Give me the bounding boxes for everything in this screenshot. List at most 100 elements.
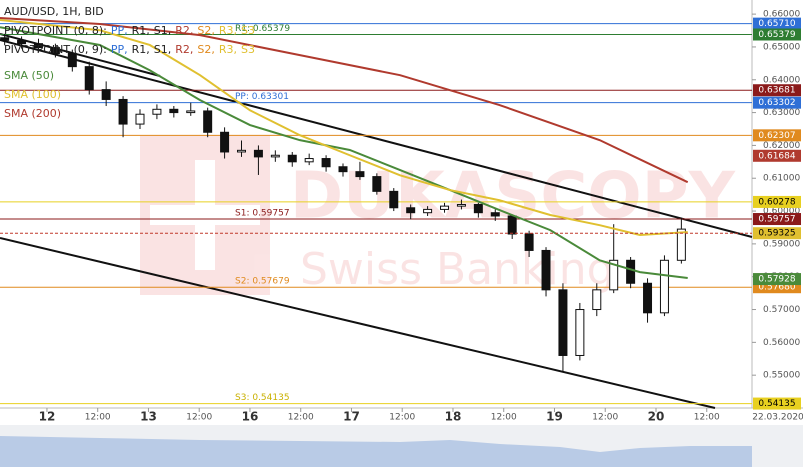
candle-body <box>541 249 551 291</box>
legend-item: R3, <box>219 43 237 56</box>
level-tag-label: 0.54135 <box>758 399 795 409</box>
level-tag <box>753 397 801 410</box>
trend-line <box>0 237 716 409</box>
last-price-tag <box>753 227 801 240</box>
candle-body <box>507 215 517 235</box>
legend-name: PIVOTPOINT (0, 8): <box>4 24 107 37</box>
x-tick-label: 12:00 <box>389 413 415 423</box>
candle-body <box>423 208 433 214</box>
x-tick-label: 19 <box>546 410 563 424</box>
price-tag <box>753 149 801 162</box>
y-tick-label: 0.56000 <box>763 338 800 348</box>
y-tick-label: 0.59000 <box>763 239 800 249</box>
candle-body <box>558 289 568 356</box>
legend-entry: SMA (200) <box>4 107 61 120</box>
x-tick-label: 18 <box>445 410 462 424</box>
legend-entry: SMA (50) <box>4 69 54 82</box>
candle-body <box>321 158 331 168</box>
price-tag-label: 0.61684 <box>758 151 795 161</box>
candle-body <box>626 259 636 284</box>
y-tick-label: 0.61000 <box>763 174 800 184</box>
candle-body <box>152 108 162 115</box>
level-tag-label: 0.62307 <box>758 131 795 141</box>
candle-body <box>84 66 94 91</box>
candle-body <box>118 98 128 125</box>
level-tag-label: 0.60278 <box>758 197 795 207</box>
x-tick-label: 12 <box>39 410 56 424</box>
pivot-label: S1: 0.59757 <box>235 209 290 219</box>
candle-body <box>253 149 263 158</box>
level-tag-label: 0.65379 <box>758 30 795 40</box>
candle-body <box>676 228 686 261</box>
legend-entry: PIVOTPOINT (0, 8): PP, R1, S1, R2, S2, R3, S3 <box>4 24 255 37</box>
candle-body <box>270 154 280 158</box>
chart-title: AUD/USD, 1H, BID <box>4 5 104 18</box>
legend-item: PP, <box>111 24 128 37</box>
candle-body <box>101 89 111 100</box>
x-tick-label: 13 <box>140 410 157 424</box>
candle-body <box>609 259 619 291</box>
x-tick-label: 12:00 <box>694 413 720 423</box>
x-tick-label: 20 <box>648 410 665 424</box>
legend-entry: PIVOTPOINT (0, 9): PP, R1, S1, R2, S2, R3, S3 <box>4 43 255 56</box>
pivot-label: S3: 0.54135 <box>235 393 290 403</box>
legend-item: R1, <box>132 24 150 37</box>
y-tick-label: 0.55000 <box>763 371 800 381</box>
candle-body <box>67 53 77 68</box>
legend-item: PP, <box>111 43 128 56</box>
candle-body <box>524 233 534 251</box>
candle-body <box>440 205 450 210</box>
price-tag <box>753 273 801 286</box>
candle-body <box>406 207 416 214</box>
level-tag <box>753 84 801 97</box>
legend-entry: SMA (100) <box>4 88 61 101</box>
candle-body <box>220 131 230 153</box>
level-tag <box>753 213 801 226</box>
legend-item: S2, <box>197 24 214 37</box>
candle-body <box>372 176 382 192</box>
legend-item: R3, <box>219 24 237 37</box>
level-tag-label: 0.63302 <box>758 98 795 108</box>
candle-body <box>592 289 602 311</box>
candle-body <box>17 39 27 45</box>
legend-item: R1, <box>132 43 150 56</box>
pivot-label: PP: 0.63301 <box>235 92 289 102</box>
sma-line <box>0 17 689 184</box>
y-tick-label: 0.64000 <box>763 75 800 85</box>
pivot-label: S2: 0.57679 <box>235 277 290 287</box>
candle-body <box>490 212 500 217</box>
legend-item: S3 <box>241 43 255 56</box>
level-tag-label: 0.63681 <box>758 86 795 96</box>
candle-body <box>203 110 213 133</box>
candle-body <box>0 37 10 41</box>
level-tag-label: 0.59757 <box>758 215 795 225</box>
candle-body <box>575 309 585 356</box>
level-tag-label: 0.65710 <box>758 19 795 29</box>
price-tag-label: 0.57928 <box>758 275 795 285</box>
y-tick-label: 0.57000 <box>763 305 800 315</box>
candle-body <box>659 259 669 314</box>
watermark: Swiss Banking <box>300 244 615 295</box>
candle-body <box>186 110 196 114</box>
x-tick-label: 16 <box>242 410 259 424</box>
candle-body <box>237 149 247 153</box>
candle-body <box>456 203 466 207</box>
candle-body <box>287 154 297 163</box>
y-tick-label: 0.60000 <box>763 207 800 217</box>
level-tag-label: 0.57680 <box>758 283 795 293</box>
watermark-logo <box>140 135 270 295</box>
x-tick-label: 17 <box>343 410 360 424</box>
y-tick-label: 0.66000 <box>763 10 800 20</box>
legend-name: PIVOTPOINT (0, 9): <box>4 43 107 56</box>
legend-item: R2, <box>175 24 193 37</box>
x-tick-label: 12:00 <box>592 413 618 423</box>
x-tick-label: 12:00 <box>491 413 517 423</box>
candle-body <box>33 43 43 49</box>
candle-body <box>338 166 348 173</box>
level-tag <box>753 17 801 30</box>
level-tag <box>753 195 801 208</box>
legend-item: S1, <box>154 43 171 56</box>
y-tick-label: 0.65000 <box>763 42 800 52</box>
navigator-area <box>0 436 752 467</box>
